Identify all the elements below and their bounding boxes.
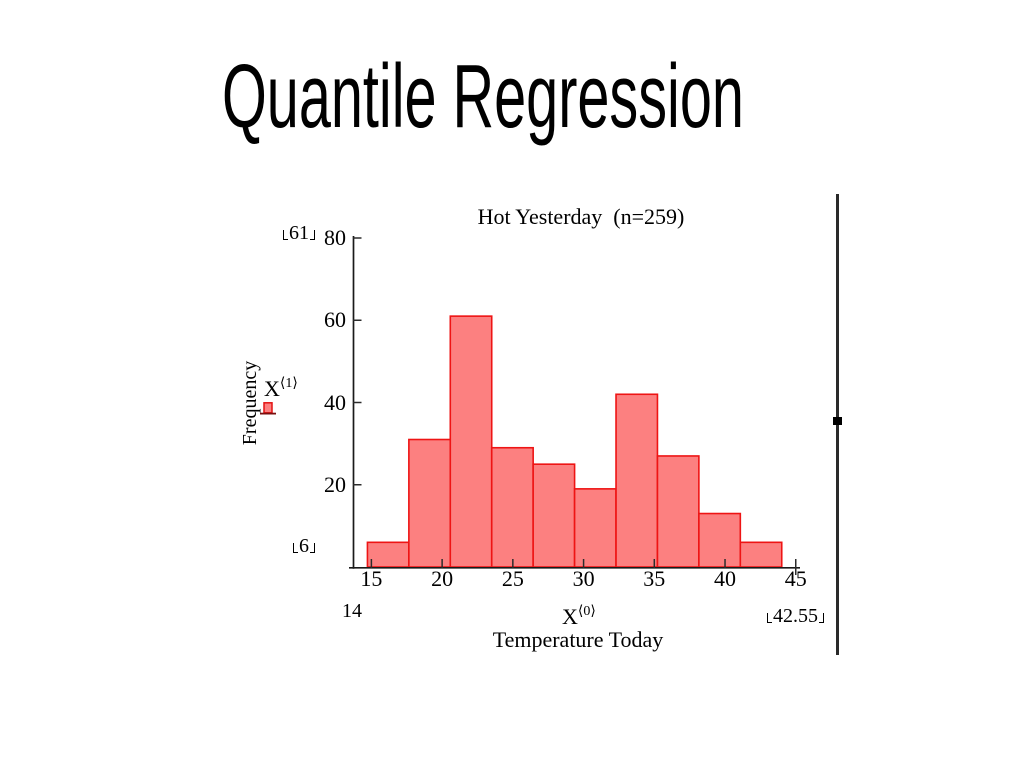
corner-bracket	[310, 543, 315, 553]
x-tick-label: 45	[784, 566, 807, 591]
corner-bracket	[767, 613, 772, 623]
selection-handle[interactable]	[833, 417, 842, 425]
y-axis-upper-limit: 61	[240, 221, 315, 245]
y-tick-label: 60	[324, 307, 346, 333]
bar-trace-legend-icon	[260, 402, 276, 415]
x-axis-lower-limit: 14	[342, 600, 362, 622]
corner-bracket	[819, 613, 824, 623]
x-axis-upper-limit: 42.55	[704, 604, 824, 628]
y-axis-lower-limit: 6	[240, 534, 315, 558]
x-tick-label: 25	[501, 566, 524, 591]
x-tick-label: 40	[714, 566, 737, 591]
y-trace-label: X⟨1⟩	[264, 376, 298, 401]
histogram-bar	[366, 541, 410, 568]
histogram-bar	[408, 438, 452, 568]
x-tick-label: 35	[643, 566, 666, 591]
histogram-bar	[698, 512, 742, 568]
histogram-bar	[449, 315, 493, 568]
y-tick-label: 20	[324, 471, 346, 497]
corner-bracket	[310, 230, 315, 240]
corner-bracket	[293, 543, 298, 553]
histogram-bar	[615, 393, 659, 568]
histogram-bar	[573, 488, 617, 568]
x-axis-label: Temperature Today	[492, 627, 664, 652]
y-tick-label: 80	[324, 225, 346, 250]
histogram-bar	[532, 463, 576, 568]
histogram-bar	[656, 455, 700, 568]
x-trace-label: X⟨0⟩	[562, 604, 596, 629]
x-tick-label: 15	[360, 566, 383, 591]
slide-title: Quantile Regression	[222, 47, 744, 147]
x-tick-label: 30	[572, 566, 595, 591]
histogram-bar	[490, 446, 534, 568]
corner-bracket	[283, 230, 288, 240]
x-tick-label: 20	[431, 566, 454, 591]
y-tick-label: 40	[324, 389, 346, 415]
histogram-bar	[739, 541, 783, 568]
chart-title: Hot Yesterday (n=259)	[477, 204, 685, 229]
